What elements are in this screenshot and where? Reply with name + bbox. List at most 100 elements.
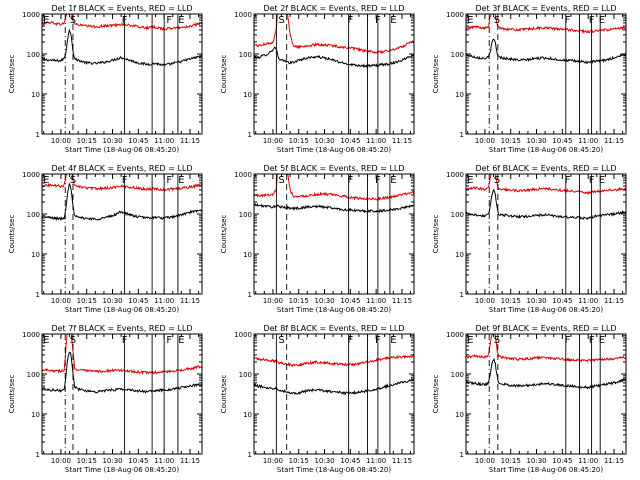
event-marker-label: S bbox=[278, 15, 284, 26]
chart-title: Det 4f BLACK = Events, RED = LLD bbox=[51, 164, 192, 173]
x-tick-label: 10:30 bbox=[102, 137, 122, 145]
y-tick-label: 10 bbox=[31, 91, 40, 99]
y-tick-label: 100 bbox=[451, 371, 464, 379]
x-tick-label: 10:30 bbox=[526, 457, 546, 465]
y-axis-label: Counts/sec bbox=[432, 55, 440, 94]
x-tick-label: 10:45 bbox=[552, 457, 572, 465]
x-tick-label: 11:00 bbox=[366, 457, 386, 465]
x-tick-label: 11:00 bbox=[366, 297, 386, 305]
y-tick-label: 10 bbox=[455, 411, 464, 419]
series-events-line bbox=[466, 189, 626, 221]
event-marker-label: E bbox=[599, 175, 605, 186]
event-marker-label: S bbox=[70, 15, 76, 26]
series-events-line bbox=[254, 202, 414, 214]
event-marker-label: S bbox=[278, 335, 284, 346]
x-tick-label: 11:00 bbox=[366, 137, 386, 145]
y-tick-label: 1 bbox=[248, 291, 252, 299]
event-marker-label: E bbox=[390, 15, 396, 26]
y-tick-label: 100 bbox=[27, 371, 40, 379]
x-tick-label: 11:00 bbox=[154, 137, 174, 145]
y-tick-label: 1 bbox=[460, 291, 464, 299]
event-marker-label: E bbox=[178, 15, 184, 26]
y-tick-label: 1000 bbox=[22, 11, 40, 19]
series-lld-line bbox=[466, 174, 626, 195]
y-tick-label: 1000 bbox=[22, 171, 40, 179]
x-tick-label: 10:30 bbox=[526, 297, 546, 305]
x-tick-label: 11:15 bbox=[392, 297, 412, 305]
event-marker-label: E bbox=[467, 335, 473, 346]
x-tick-label: 10:00 bbox=[263, 297, 283, 305]
x-tick-label: 10:00 bbox=[475, 297, 495, 305]
y-tick-label: 1000 bbox=[234, 171, 252, 179]
x-tick-label: 10:30 bbox=[102, 457, 122, 465]
event-marker-label: F bbox=[166, 335, 172, 346]
series-events-line bbox=[42, 28, 202, 67]
y-tick-label: 1000 bbox=[234, 11, 252, 19]
x-tick-label: 10:45 bbox=[128, 137, 148, 145]
x-tick-label: 11:15 bbox=[604, 457, 624, 465]
x-tick-label: 10:15 bbox=[501, 297, 521, 305]
y-tick-label: 100 bbox=[451, 211, 464, 219]
plot-frame bbox=[465, 173, 627, 295]
x-tick-label: 10:15 bbox=[289, 137, 309, 145]
x-axis-label: Start Time (18-Aug-06 08:45:20) bbox=[277, 466, 391, 474]
y-tick-label: 10 bbox=[455, 251, 464, 259]
series-lld-line bbox=[254, 14, 414, 55]
y-tick-label: 1 bbox=[36, 451, 40, 459]
x-tick-label: 10:30 bbox=[526, 137, 546, 145]
plot-frame bbox=[465, 333, 627, 455]
series-events-line bbox=[466, 357, 626, 390]
y-tick-label: 100 bbox=[239, 51, 252, 59]
event-marker-label: E bbox=[467, 175, 473, 186]
x-tick-label: 11:15 bbox=[180, 137, 200, 145]
x-tick-label: 10:45 bbox=[552, 297, 572, 305]
x-tick-label: 10:15 bbox=[289, 297, 309, 305]
x-tick-label: 11:00 bbox=[578, 457, 598, 465]
y-tick-label: 10 bbox=[455, 91, 464, 99]
x-axis-label: Start Time (18-Aug-06 08:45:20) bbox=[277, 146, 391, 154]
y-axis-label: Counts/sec bbox=[220, 375, 228, 414]
x-axis-label: Start Time (18-Aug-06 08:45:20) bbox=[489, 146, 603, 154]
x-axis-label: Start Time (18-Aug-06 08:45:20) bbox=[65, 306, 179, 314]
x-tick-label: 10:45 bbox=[552, 137, 572, 145]
x-tick-label: 10:30 bbox=[314, 137, 334, 145]
x-tick-label: 10:00 bbox=[51, 457, 71, 465]
event-marker-label: F bbox=[565, 335, 571, 346]
x-tick-label: 11:00 bbox=[578, 297, 598, 305]
y-tick-label: 100 bbox=[239, 371, 252, 379]
chart-title: Det 9f BLACK = Events, RED = LLD bbox=[475, 324, 616, 333]
series-lld-line bbox=[466, 14, 626, 34]
y-tick-label: 1000 bbox=[446, 11, 464, 19]
plot-frame bbox=[41, 173, 203, 295]
x-axis-label: Start Time (18-Aug-06 08:45:20) bbox=[489, 306, 603, 314]
x-tick-label: 10:45 bbox=[340, 137, 360, 145]
x-tick-label: 11:00 bbox=[578, 137, 598, 145]
series-events-line bbox=[254, 378, 414, 396]
event-marker-label: E bbox=[43, 175, 49, 186]
event-marker-label: E bbox=[390, 175, 396, 186]
y-tick-label: 100 bbox=[27, 51, 40, 59]
y-tick-label: 1 bbox=[248, 131, 252, 139]
x-tick-label: 11:15 bbox=[604, 137, 624, 145]
y-tick-label: 10 bbox=[243, 251, 252, 259]
chart-title: Det 5f BLACK = Events, RED = LLD bbox=[263, 164, 404, 173]
y-tick-label: 1000 bbox=[22, 331, 40, 339]
event-marker-label: F bbox=[122, 335, 128, 346]
x-tick-label: 11:00 bbox=[154, 297, 174, 305]
y-tick-label: 1 bbox=[460, 131, 464, 139]
series-events-line bbox=[42, 182, 202, 222]
chart-title: Det 7f BLACK = Events, RED = LLD bbox=[51, 324, 192, 333]
series-lld-line bbox=[42, 174, 202, 192]
event-marker-label: E bbox=[43, 335, 49, 346]
x-axis-label: Start Time (18-Aug-06 08:45:20) bbox=[65, 466, 179, 474]
chart-title: Det 1f BLACK = Events, RED = LLD bbox=[51, 4, 192, 13]
event-marker-label: F bbox=[347, 15, 353, 26]
event-marker-label: E bbox=[390, 335, 396, 346]
plot-frame bbox=[253, 13, 415, 135]
y-axis-label: Counts/sec bbox=[432, 375, 440, 414]
